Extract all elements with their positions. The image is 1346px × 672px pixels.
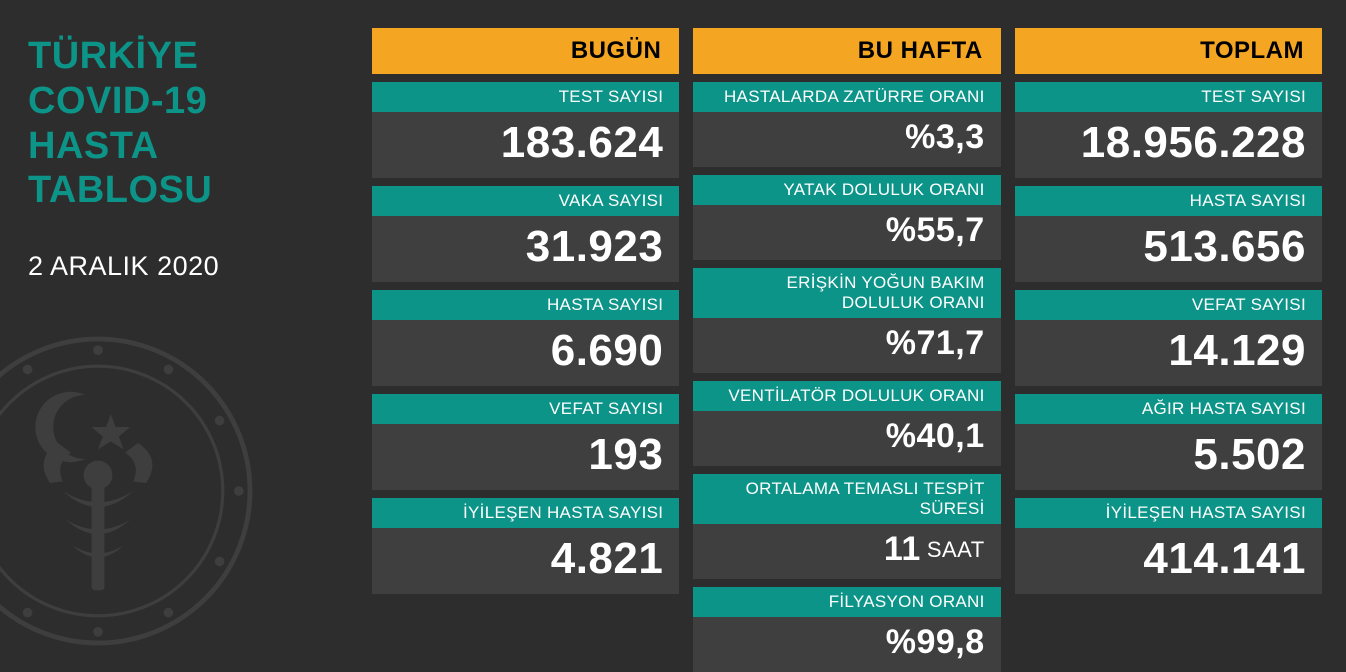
stat-value: 4.821: [372, 528, 679, 594]
stat-value: 183.624: [372, 112, 679, 178]
stat-card: TEST SAYISI 18.956.228: [1015, 82, 1322, 178]
column-total: TOPLAM TEST SAYISI 18.956.228 HASTA SAYI…: [1015, 28, 1322, 591]
stat-label: HASTALARDA ZATÜRRE ORANI: [693, 82, 1000, 112]
title-line-2: COVID-19: [28, 79, 358, 124]
stat-card: ERİŞKİN YOĞUN BAKIM DOLULUK ORANI %71,7: [693, 268, 1000, 373]
stat-label: HASTA SAYISI: [372, 290, 679, 320]
stat-card: VEFAT SAYISI 193: [372, 394, 679, 490]
stat-card: YATAK DOLULUK ORANI %55,7: [693, 175, 1000, 260]
stat-label: FİLYASYON ORANI: [693, 587, 1000, 617]
stat-value: %55,7: [693, 205, 1000, 260]
stat-value: 5.502: [1015, 424, 1322, 490]
stat-card: HASTA SAYISI 513.656: [1015, 186, 1322, 282]
dashboard-container: TÜRKİYE COVID-19 HASTA TABLOSU 2 ARALIK …: [0, 0, 1346, 619]
column-today: BUGÜN TEST SAYISI 183.624 VAKA SAYISI 31…: [372, 28, 679, 591]
ministry-emblem-icon: [0, 331, 258, 651]
title-line-4: TABLOSU: [28, 168, 358, 213]
column-header-today: BUGÜN: [372, 28, 679, 74]
stat-value-number: 11: [884, 530, 921, 569]
title-line-3: HASTA: [28, 124, 358, 169]
stat-card: ORTALAMA TEMASLI TESPİT SÜRESİ 11 SAAT: [693, 474, 1000, 579]
stat-value: %3,3: [693, 112, 1000, 167]
stat-card: HASTA SAYISI 6.690: [372, 290, 679, 386]
stat-label: ORTALAMA TEMASLI TESPİT SÜRESİ: [693, 474, 1000, 524]
stat-label: YATAK DOLULUK ORANI: [693, 175, 1000, 205]
stat-value: %99,8: [693, 617, 1000, 672]
stat-card: VEFAT SAYISI 14.129: [1015, 290, 1322, 386]
stat-value: 414.141: [1015, 528, 1322, 594]
stat-card: HASTALARDA ZATÜRRE ORANI %3,3: [693, 82, 1000, 167]
stat-value: 14.129: [1015, 320, 1322, 386]
stat-label: İYİLEŞEN HASTA SAYISI: [372, 498, 679, 528]
stats-columns: BUGÜN TEST SAYISI 183.624 VAKA SAYISI 31…: [372, 28, 1322, 591]
left-panel: TÜRKİYE COVID-19 HASTA TABLOSU 2 ARALIK …: [28, 28, 358, 591]
column-header-week: BU HAFTA: [693, 28, 1000, 74]
stat-label: VEFAT SAYISI: [1015, 290, 1322, 320]
stat-card: FİLYASYON ORANI %99,8: [693, 587, 1000, 672]
stat-card: İYİLEŞEN HASTA SAYISI 4.821: [372, 498, 679, 594]
stat-label: İYİLEŞEN HASTA SAYISI: [1015, 498, 1322, 528]
stat-value: 6.690: [372, 320, 679, 386]
stat-card: TEST SAYISI 183.624: [372, 82, 679, 178]
stat-value: 18.956.228: [1015, 112, 1322, 178]
stat-card: İYİLEŞEN HASTA SAYISI 414.141: [1015, 498, 1322, 594]
report-date: 2 ARALIK 2020: [28, 251, 358, 282]
main-title: TÜRKİYE COVID-19 HASTA TABLOSU: [28, 34, 358, 213]
stat-value: %40,1: [693, 411, 1000, 466]
stat-label: HASTA SAYISI: [1015, 186, 1322, 216]
stat-value-unit: SAAT: [927, 537, 985, 563]
stat-value: 513.656: [1015, 216, 1322, 282]
stat-value: 31.923: [372, 216, 679, 282]
stat-label: VAKA SAYISI: [372, 186, 679, 216]
stat-label: ERİŞKİN YOĞUN BAKIM DOLULUK ORANI: [693, 268, 1000, 318]
title-line-1: TÜRKİYE: [28, 34, 358, 79]
stat-value: %71,7: [693, 318, 1000, 373]
column-header-total: TOPLAM: [1015, 28, 1322, 74]
stat-value: 11 SAAT: [693, 524, 1000, 579]
stat-card: AĞIR HASTA SAYISI 5.502: [1015, 394, 1322, 490]
stat-label: VENTİLATÖR DOLULUK ORANI: [693, 381, 1000, 411]
stat-label: VEFAT SAYISI: [372, 394, 679, 424]
stat-label: AĞIR HASTA SAYISI: [1015, 394, 1322, 424]
stat-card: VAKA SAYISI 31.923: [372, 186, 679, 282]
column-week: BU HAFTA HASTALARDA ZATÜRRE ORANI %3,3 Y…: [693, 28, 1000, 591]
stat-card: VENTİLATÖR DOLULUK ORANI %40,1: [693, 381, 1000, 466]
stat-label: TEST SAYISI: [1015, 82, 1322, 112]
stat-label: TEST SAYISI: [372, 82, 679, 112]
stat-value: 193: [372, 424, 679, 490]
